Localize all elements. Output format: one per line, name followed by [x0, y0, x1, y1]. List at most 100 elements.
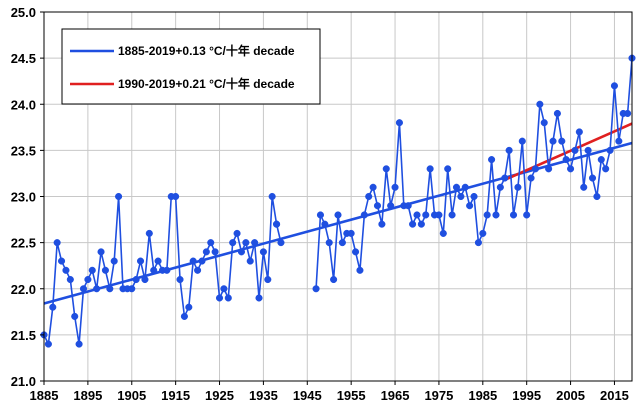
data-point	[176, 275, 184, 284]
data-point	[172, 192, 180, 201]
data-point	[352, 248, 360, 256]
data-point	[545, 165, 553, 173]
data-point	[180, 312, 188, 320]
x-tick-label: 1895	[73, 388, 102, 403]
data-point	[496, 183, 504, 191]
data-point	[277, 239, 285, 247]
data-point	[567, 165, 575, 173]
data-point	[49, 303, 57, 311]
data-point	[255, 294, 263, 302]
y-tick-label: 21.5	[11, 328, 36, 343]
legend-box	[61, 28, 321, 105]
data-point	[316, 211, 324, 219]
data-point	[360, 211, 368, 219]
data-point	[448, 211, 456, 219]
data-point	[356, 266, 364, 274]
x-tick-label: 1885	[30, 388, 59, 403]
data-point	[58, 257, 66, 265]
data-point	[53, 239, 61, 247]
data-point	[452, 183, 461, 191]
data-point	[527, 174, 535, 182]
data-point	[75, 340, 83, 348]
data-point	[426, 165, 434, 173]
data-point	[251, 239, 259, 247]
data-point	[207, 239, 215, 247]
data-point	[259, 248, 267, 256]
data-point	[66, 275, 74, 284]
data-point	[479, 229, 487, 237]
data-point	[334, 211, 342, 219]
data-point	[136, 257, 145, 265]
data-point	[514, 183, 522, 191]
data-point	[373, 202, 382, 210]
x-tick-label: 1995	[512, 388, 541, 403]
x-tick-label: 1955	[337, 388, 366, 403]
data-point	[457, 192, 465, 201]
data-point	[202, 248, 210, 256]
data-point	[215, 294, 224, 302]
data-point	[132, 275, 140, 284]
data-point	[273, 220, 281, 228]
y-tick-label: 24.0	[11, 97, 36, 112]
data-point	[62, 266, 70, 274]
data-point	[321, 220, 329, 228]
data-point	[101, 266, 109, 274]
data-point	[84, 275, 92, 284]
y-tick-label: 24.5	[11, 51, 36, 66]
data-point	[110, 257, 118, 265]
data-point	[505, 146, 513, 154]
x-tick-label: 2015	[600, 388, 629, 403]
data-point	[220, 285, 228, 293]
data-point	[264, 275, 272, 284]
data-point	[93, 285, 101, 293]
x-tick-label: 1935	[249, 388, 278, 403]
data-point	[338, 239, 346, 247]
y-tick-label: 23.5	[11, 143, 36, 158]
data-point	[610, 82, 618, 90]
data-point	[562, 156, 570, 164]
legend: 1885-2019+0.13 °C/十年 decade 1990-2019+0.…	[61, 28, 321, 105]
data-point	[435, 211, 443, 219]
data-point	[518, 137, 526, 145]
data-point	[439, 229, 447, 237]
data-point	[211, 248, 219, 256]
data-point	[531, 165, 540, 173]
data-point	[189, 257, 197, 265]
data-point	[417, 220, 425, 228]
y-tick-label: 22.5	[11, 236, 36, 251]
data-point	[242, 239, 250, 247]
data-point	[194, 266, 202, 274]
data-point	[233, 229, 241, 237]
data-point	[365, 192, 373, 201]
data-point	[97, 248, 105, 256]
data-point	[466, 202, 474, 210]
data-point	[198, 257, 206, 265]
x-tick-label: 1965	[381, 388, 410, 403]
data-point	[106, 285, 114, 293]
data-point	[580, 183, 588, 191]
data-point	[391, 183, 399, 191]
data-point	[185, 303, 193, 311]
x-tick-label: 1925	[205, 388, 234, 403]
data-point	[509, 211, 518, 219]
data-point	[154, 257, 162, 265]
data-point	[553, 109, 561, 118]
data-point	[387, 202, 395, 210]
data-point	[488, 156, 496, 164]
x-tick-label: 1985	[468, 388, 497, 403]
series-group	[40, 54, 636, 348]
data-point	[615, 137, 623, 145]
data-point	[237, 248, 246, 256]
data-point	[470, 192, 478, 201]
data-point	[378, 220, 386, 228]
data-point	[474, 239, 482, 247]
data-point	[492, 211, 500, 219]
data-point	[444, 165, 452, 173]
data-point	[229, 239, 237, 247]
data-point	[575, 128, 583, 136]
data-point	[163, 266, 171, 274]
data-point	[409, 220, 417, 228]
y-tick-label: 25.0	[11, 5, 36, 20]
data-point	[588, 174, 597, 182]
